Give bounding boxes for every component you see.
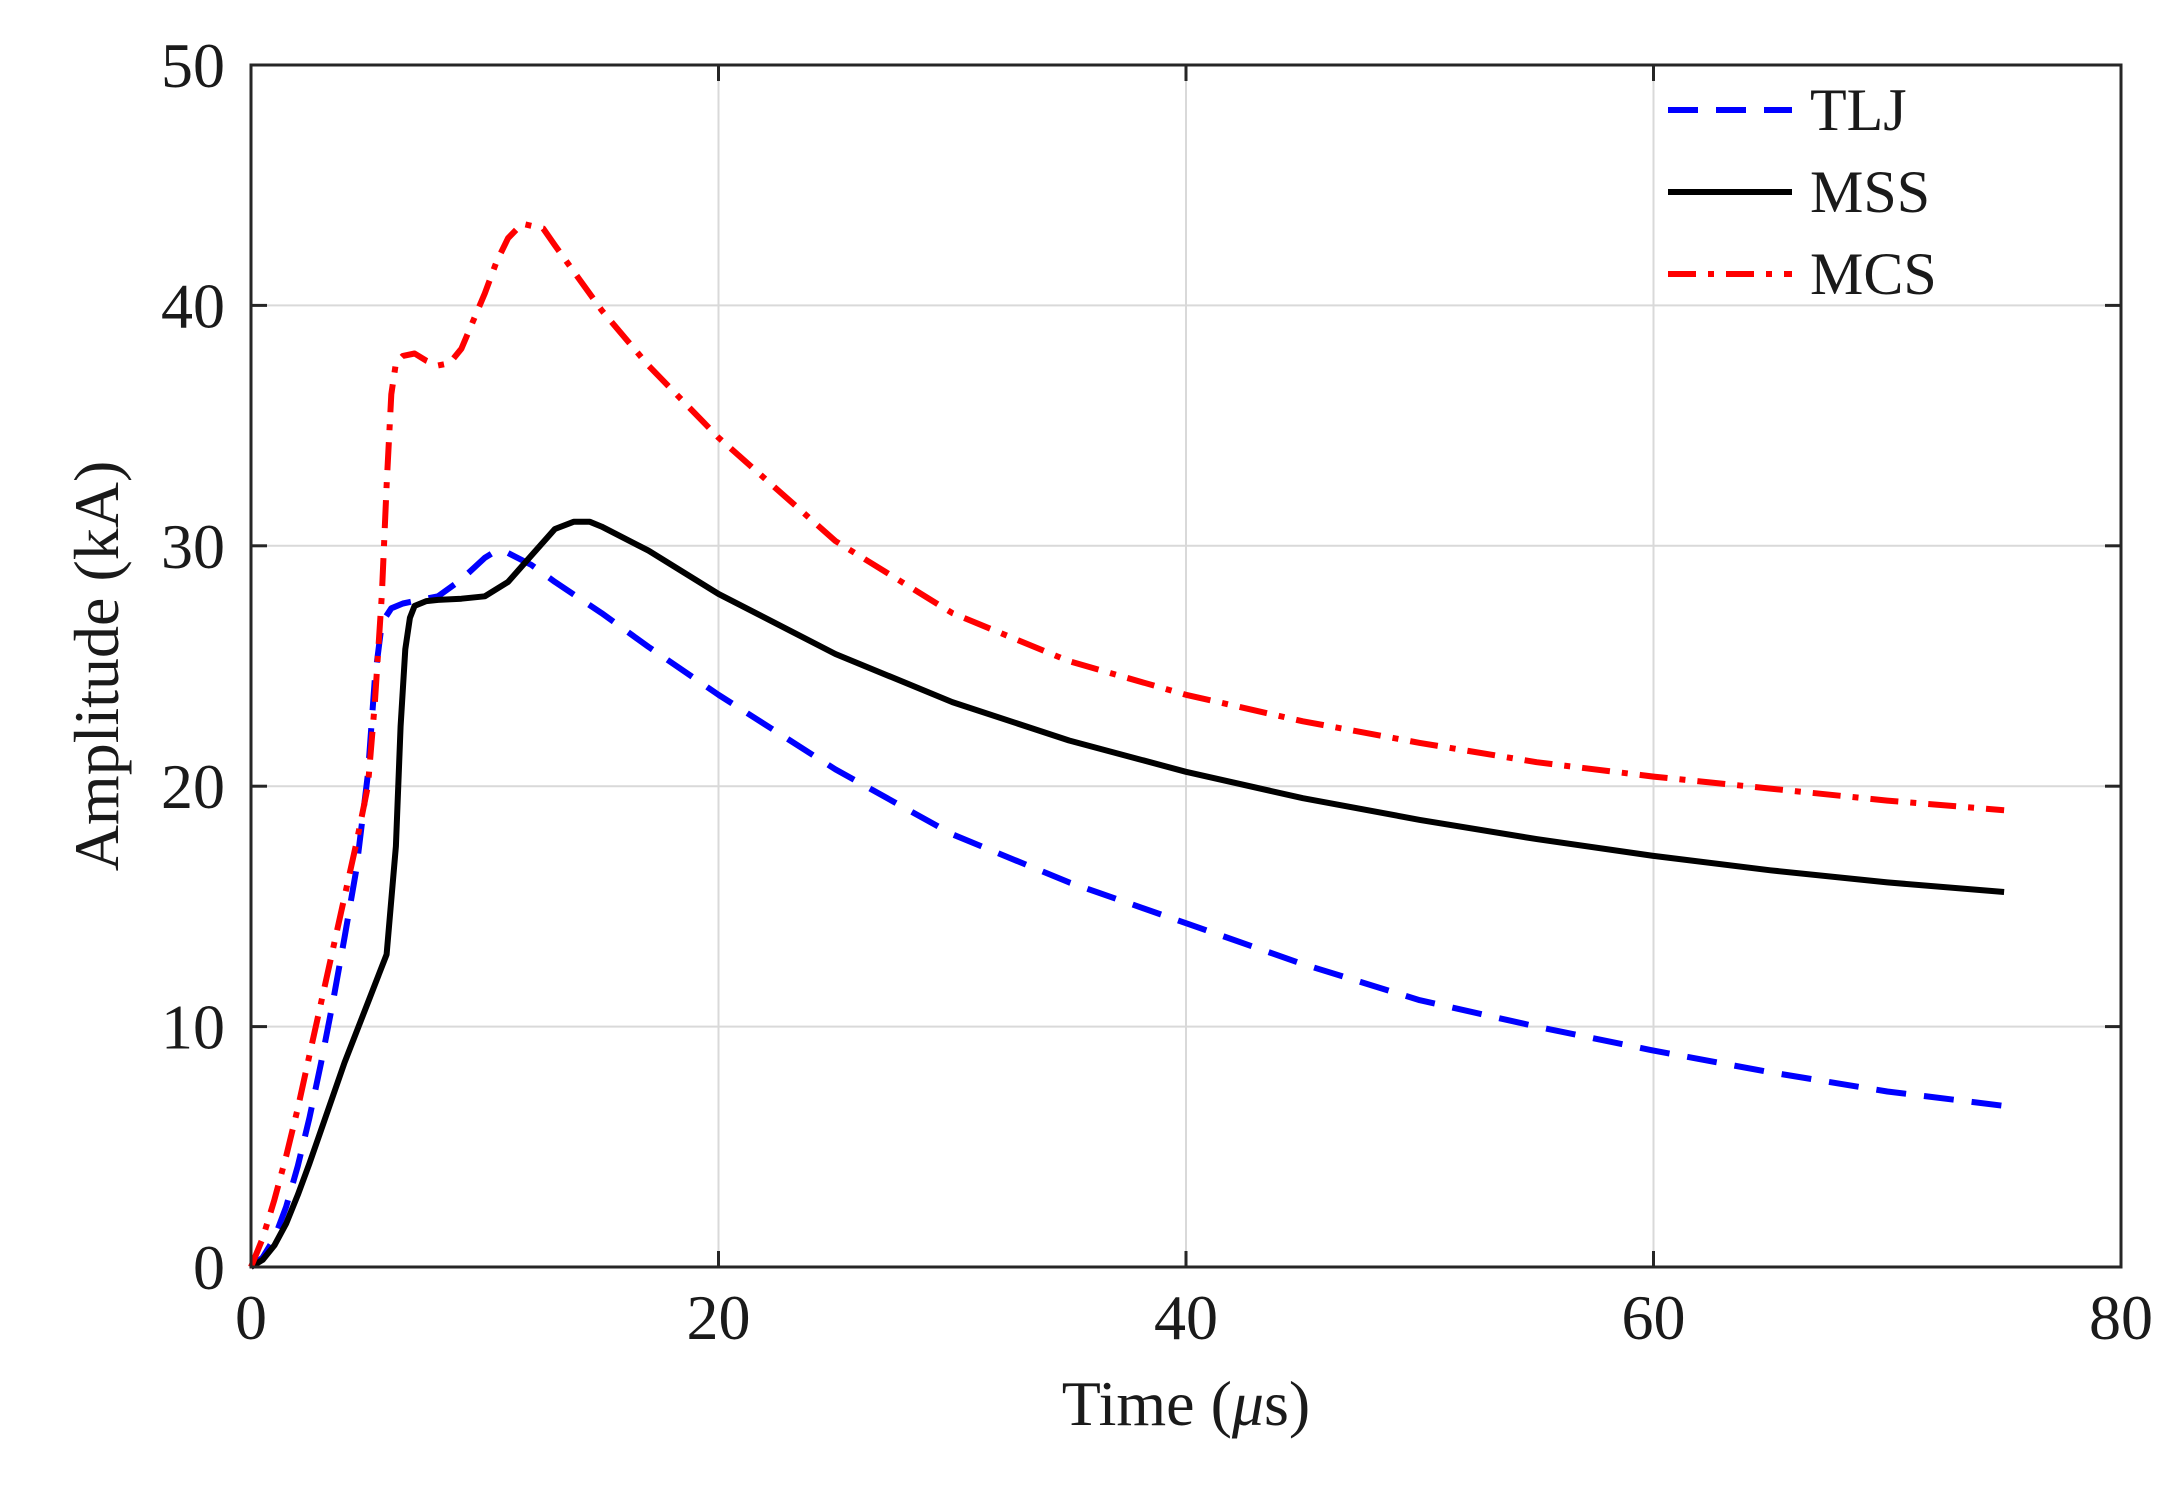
legend-label-mcs: MCS — [1810, 241, 1937, 307]
series-line-mcs — [248, 220, 2005, 1269]
legend-label-mss: MSS — [1810, 159, 1930, 225]
series-line-mss — [249, 518, 2005, 1270]
y-axis-title: Amplitude (kA) — [61, 461, 132, 872]
legend: TLJ MSS MCS — [1668, 77, 1937, 307]
series-layer — [248, 220, 2005, 1270]
y-tick-label: 40 — [161, 270, 225, 341]
y-tick-label: 30 — [161, 511, 225, 582]
x-tick-label: 40 — [1154, 1282, 1218, 1353]
y-tick-label: 50 — [161, 30, 225, 101]
x-tick-label: 80 — [2089, 1282, 2153, 1353]
x-tick-label: 60 — [1622, 1282, 1686, 1353]
y-tick-label: 0 — [193, 1232, 225, 1303]
x-tick-label: 20 — [687, 1282, 751, 1353]
grid-layer — [251, 65, 2121, 1267]
x-tick-label: 0 — [235, 1282, 267, 1353]
x-axis-title: Time (μs) — [1062, 1368, 1310, 1439]
y-tick-label: 20 — [161, 751, 225, 822]
y-tick-label: 10 — [161, 992, 225, 1063]
series-line-tlj — [249, 547, 2005, 1270]
legend-label-tlj: TLJ — [1810, 77, 1907, 143]
tick-layer: 0 20 40 60 80 0 10 20 30 40 50 — [161, 30, 2153, 1353]
